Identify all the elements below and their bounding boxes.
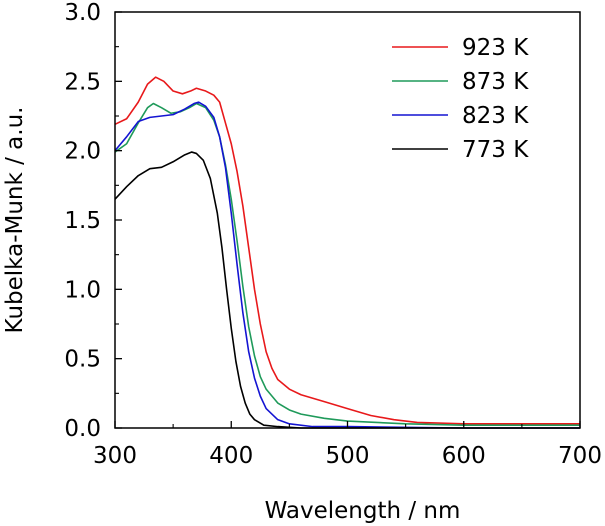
x-tick-label: 500 <box>326 443 370 469</box>
y-tick-label: 1.5 <box>64 208 101 234</box>
y-tick-label: 0.0 <box>64 416 101 442</box>
y-tick-label: 2.5 <box>64 69 101 95</box>
legend-label: 823 K <box>462 103 529 129</box>
legend-label: 773 K <box>462 137 529 163</box>
x-tick-label: 600 <box>442 443 486 469</box>
series-line-923-k <box>114 76 580 425</box>
legend-label: 923 K <box>462 35 529 61</box>
series-line-773-k <box>114 151 580 429</box>
series-line-823-k <box>114 101 580 429</box>
x-tick-label: 400 <box>209 443 253 469</box>
y-tick-label: 2.0 <box>64 139 101 165</box>
x-tick-label: 300 <box>93 443 137 469</box>
series-line-873-k <box>114 102 580 427</box>
y-axis-title: Kubelka-Munk / a.u. <box>2 107 28 334</box>
x-axis-title: Wavelength / nm <box>265 498 461 524</box>
y-tick-label: 3.0 <box>64 0 101 26</box>
y-tick-label: 0.5 <box>64 347 101 373</box>
y-tick-label: 1.0 <box>64 277 101 303</box>
legend-label: 873 K <box>462 69 529 95</box>
x-tick-label: 700 <box>558 443 602 469</box>
